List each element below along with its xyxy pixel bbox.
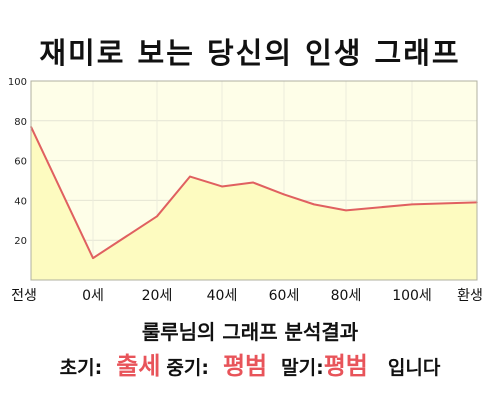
x-tick-label: 환생 [457,288,483,304]
y-tick-label: 80 [14,117,27,128]
analysis-summary: 룰루님의 그래프 분석결과 [141,320,359,344]
series-area [31,126,477,281]
x-tick-label: 40세 [207,288,238,304]
early-value: 출세 [116,352,161,380]
y-tick-label: 60 [14,157,27,168]
x-axis-ticks: 전생 0세 20세 40세 60세 80세 100세 환생 [11,288,483,304]
data-point [313,203,315,206]
early-label: 초기: [59,357,103,379]
x-tick-label: 20세 [142,288,173,304]
late-label: 말기: [281,357,324,379]
y-axis-ticks: 20 40 60 80 100 [8,77,27,247]
data-point [345,209,347,212]
data-point [189,175,191,178]
data-point [283,193,285,196]
y-tick-label: 20 [14,236,27,247]
ending-text: 입니다 [387,357,441,379]
middle-label: 중기: [166,357,209,379]
middle-value: 평범 [222,352,268,380]
chart-title: 재미로 보는 당신의 인생 그래프 [39,36,461,70]
data-point [92,257,94,259]
data-point [221,185,223,188]
data-point [252,181,254,184]
x-tick-label: 80세 [331,288,362,304]
plot-frame [30,80,478,281]
data-point [411,203,413,206]
verdict-line: 초기: 출세 중기: 평범 말기:평범 입니다 [0,346,500,381]
y-tick-label: 40 [14,196,27,207]
x-tick-label: 60세 [269,288,300,304]
x-tick-label: 100세 [392,288,432,304]
data-point [156,215,158,218]
late-value: 평범 [323,352,368,380]
x-tick-label: 전생 [11,288,37,304]
y-tick-label: 100 [8,77,27,88]
x-tick-label: 0세 [82,288,104,304]
